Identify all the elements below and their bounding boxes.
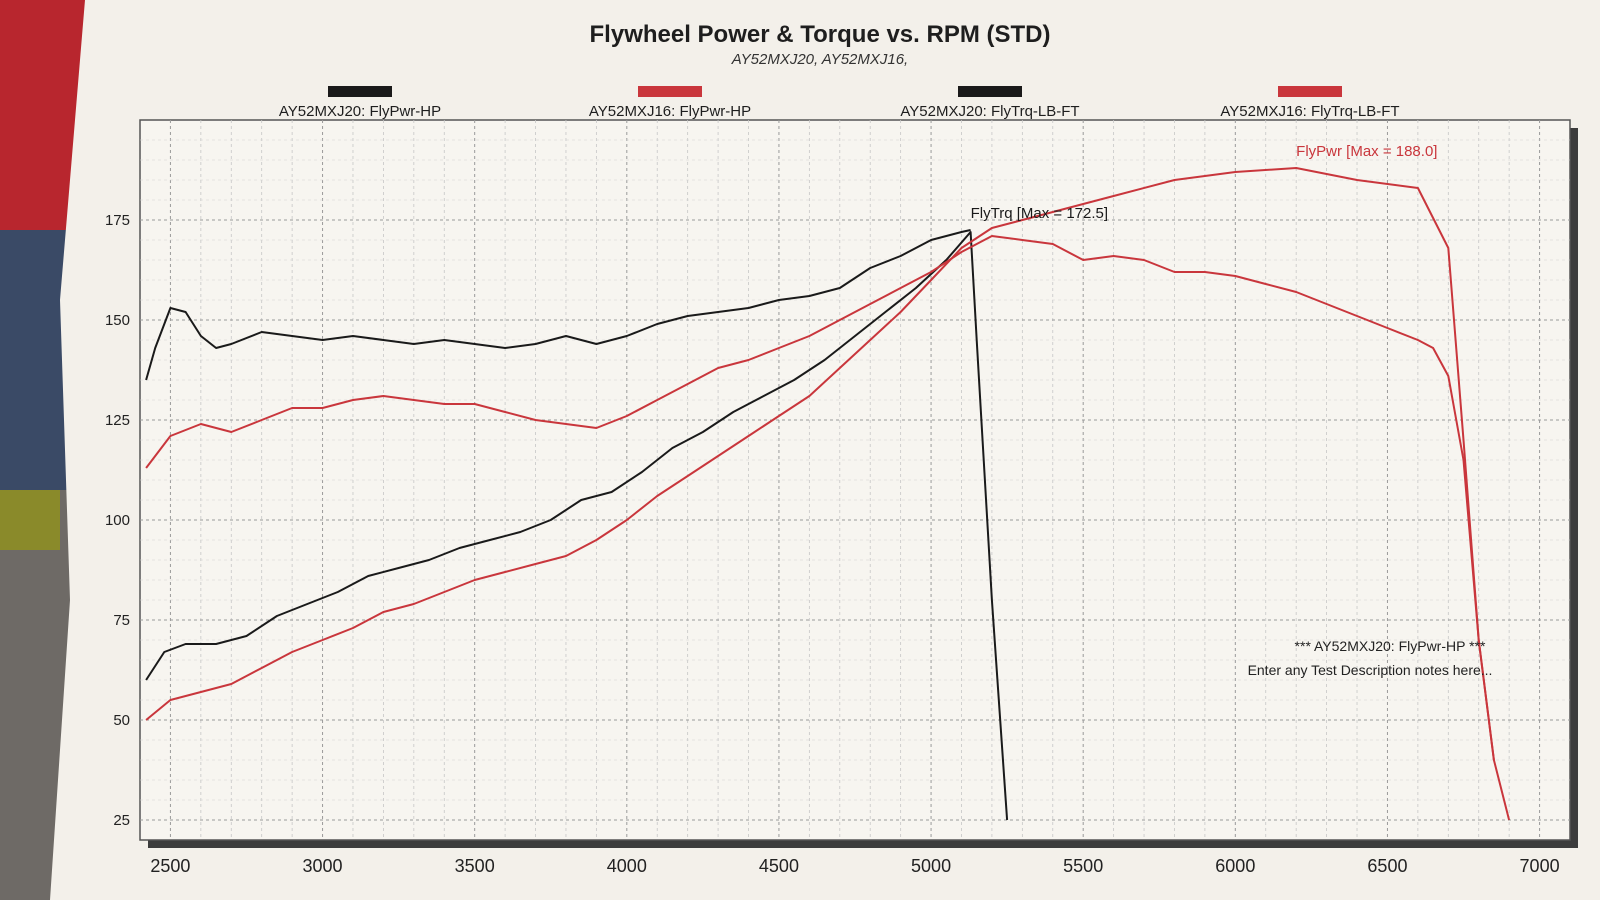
y-tick-label: 25 — [113, 812, 130, 829]
background-olive-surface — [0, 490, 60, 550]
x-tick-label: 3500 — [455, 856, 495, 876]
x-tick-label: 7000 — [1520, 856, 1560, 876]
y-tick-label: 125 — [105, 412, 130, 429]
series-line-2 — [145, 167, 1511, 821]
legend-swatch-3 — [958, 86, 1022, 97]
annotation-1: FlyTrq [Max = 172.5] — [971, 205, 1108, 222]
x-tick-label: 6000 — [1215, 856, 1255, 876]
y-tick-label: 100 — [105, 512, 130, 529]
x-tick-label: 4000 — [607, 856, 647, 876]
chart-title: Flywheel Power & Torque vs. RPM (STD) — [590, 21, 1051, 48]
y-tick-label: 175 — [105, 212, 130, 229]
legend: AY52MXJ20: FlyPwr-HP AY52MXJ16: FlyPwr-HP… — [279, 86, 1400, 120]
y-tick-labels: 25 50 75 100 125 150 175 — [105, 212, 130, 829]
grid — [140, 120, 1570, 840]
note-line-1: *** AY52MXJ20: FlyPwr-HP *** — [1295, 638, 1486, 654]
x-tick-labels: 2500 3000 3500 4000 4500 5000 5500 6000 6500 7000 — [150, 856, 1559, 876]
legend-label-2: AY52MXJ16: FlyPwr-HP — [589, 103, 751, 120]
x-tick-label: 2500 — [150, 856, 190, 876]
chart-subtitle: AY52MXJ20, AY52MXJ16, — [731, 51, 908, 68]
series-line-1 — [145, 231, 1009, 821]
x-tick-label: 6500 — [1367, 856, 1407, 876]
x-tick-label: 5000 — [911, 856, 951, 876]
x-tick-label: 5500 — [1063, 856, 1103, 876]
annotations: FlyTrq [Max = 172.5] FlyPwr [Max = 188.0] — [971, 143, 1438, 222]
legend-label-1: AY52MXJ20: FlyPwr-HP — [279, 103, 441, 120]
legend-swatch-4 — [1278, 86, 1342, 97]
legend-swatch-1 — [328, 86, 392, 97]
series-line-3 — [145, 229, 971, 381]
series-line-4 — [145, 235, 1495, 761]
y-tick-label: 50 — [113, 712, 130, 729]
x-tick-label: 4500 — [759, 856, 799, 876]
x-tick-label: 3000 — [303, 856, 343, 876]
legend-label-4: AY52MXJ16: FlyTrq-LB-FT — [1220, 103, 1399, 120]
annotation-2: FlyPwr [Max = 188.0] — [1296, 143, 1437, 160]
series-lines — [145, 167, 1511, 821]
legend-label-3: AY52MXJ20: FlyTrq-LB-FT — [900, 103, 1079, 120]
background-blue-surface — [0, 230, 70, 490]
note-line-2: Enter any Test Description notes here... — [1248, 662, 1493, 678]
legend-swatch-2 — [638, 86, 702, 97]
y-tick-label: 150 — [105, 312, 130, 329]
y-tick-label: 75 — [113, 612, 130, 629]
